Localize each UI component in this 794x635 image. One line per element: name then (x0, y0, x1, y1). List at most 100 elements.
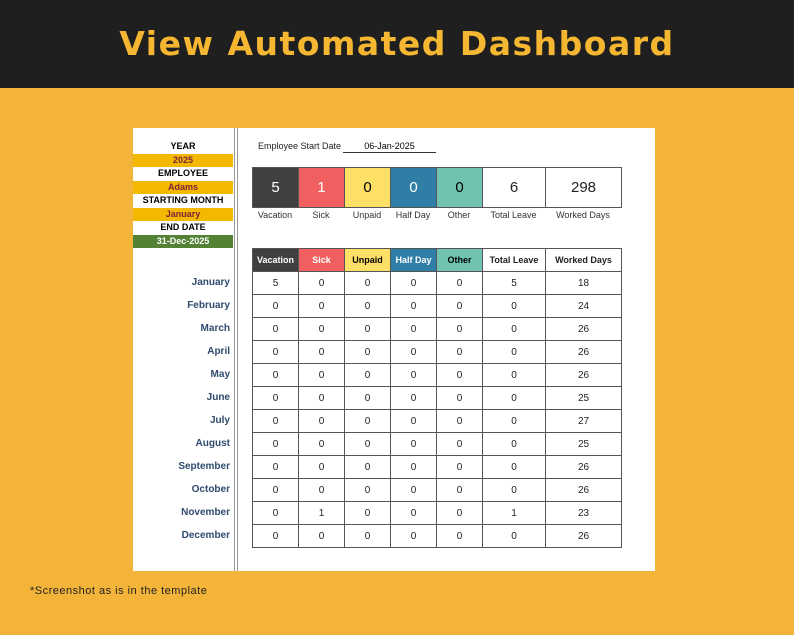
table-cell: 0 (390, 432, 437, 456)
table-cell: 26 (545, 524, 622, 548)
month-label: September (178, 461, 230, 472)
table-cell: 0 (482, 409, 546, 433)
table-cell: 0 (298, 455, 345, 479)
summary-value: 1 (298, 167, 345, 208)
table-cell: 0 (252, 363, 299, 387)
start-date-value: 06-Jan-2025 (343, 141, 436, 153)
table-cell: 0 (390, 455, 437, 479)
summary-label: Half Day (395, 210, 431, 220)
table-cell: 26 (545, 317, 622, 341)
table-cell: 0 (390, 501, 437, 525)
page-title: View Automated Dashboard (119, 24, 675, 63)
column-header: Total Leave (482, 248, 546, 272)
month-label: August (195, 438, 230, 449)
table-cell: 0 (344, 478, 391, 502)
month-label: November (181, 507, 230, 518)
table-cell: 0 (436, 501, 483, 525)
column-header: Sick (298, 248, 345, 272)
table-cell: 0 (436, 455, 483, 479)
sidebar-value: 2025 (133, 153, 233, 167)
table-cell: 0 (436, 386, 483, 410)
table-cell: 0 (298, 478, 345, 502)
table-cell: 25 (545, 432, 622, 456)
table-cell: 0 (482, 478, 546, 502)
table-cell: 0 (482, 524, 546, 548)
table-cell: 26 (545, 478, 622, 502)
month-label: April (207, 346, 230, 357)
table-cell: 0 (390, 478, 437, 502)
sidebar-label: EMPLOYEE (133, 167, 233, 181)
table-cell: 24 (545, 294, 622, 318)
header-bar (0, 0, 794, 88)
table-cell: 0 (390, 524, 437, 548)
table-cell: 0 (436, 340, 483, 364)
month-label: December (181, 530, 230, 541)
month-label: February (187, 300, 230, 311)
table-cell: 0 (252, 478, 299, 502)
table-cell: 0 (252, 317, 299, 341)
table-cell: 0 (298, 317, 345, 341)
table-cell: 0 (252, 524, 299, 548)
sidebar-label: YEAR (133, 140, 233, 154)
month-label: January (191, 277, 230, 288)
table-cell: 0 (344, 432, 391, 456)
table-cell: 0 (344, 501, 391, 525)
table-cell: 26 (545, 363, 622, 387)
summary-label: Sick (312, 210, 330, 220)
summary-value: 5 (252, 167, 299, 208)
divider (234, 128, 238, 571)
table-cell: 1 (298, 501, 345, 525)
table-cell: 0 (298, 340, 345, 364)
table-cell: 0 (344, 363, 391, 387)
table-cell: 26 (545, 340, 622, 364)
table-cell: 0 (436, 409, 483, 433)
table-cell: 0 (436, 294, 483, 318)
table-cell: 0 (344, 524, 391, 548)
column-header: Worked Days (545, 248, 622, 272)
summary-value: 6 (482, 167, 546, 208)
table-cell: 0 (390, 271, 437, 295)
footnote: *Screenshot as is in the template (30, 585, 208, 597)
table-cell: 26 (545, 455, 622, 479)
month-label: June (206, 392, 230, 403)
table-cell: 0 (436, 271, 483, 295)
table-cell: 0 (252, 340, 299, 364)
table-cell: 0 (482, 386, 546, 410)
table-cell: 0 (390, 294, 437, 318)
table-cell: 0 (482, 432, 546, 456)
table-cell: 0 (298, 432, 345, 456)
sidebar-label: STARTING MONTH (133, 194, 233, 208)
table-cell: 0 (252, 455, 299, 479)
summary-label: Total Leave (490, 210, 537, 220)
table-cell: 0 (344, 294, 391, 318)
table-cell: 0 (298, 294, 345, 318)
table-cell: 27 (545, 409, 622, 433)
month-label: October (191, 484, 230, 495)
table-cell: 0 (482, 340, 546, 364)
column-header: Half Day (390, 248, 437, 272)
table-cell: 0 (252, 294, 299, 318)
column-header: Unpaid (344, 248, 391, 272)
sidebar-value: January (133, 207, 233, 221)
table-cell: 0 (344, 271, 391, 295)
table-cell: 0 (482, 363, 546, 387)
table-cell: 0 (436, 363, 483, 387)
sidebar-value: Adams (133, 180, 233, 194)
table-cell: 1 (482, 501, 546, 525)
table-cell: 0 (252, 386, 299, 410)
table-cell: 0 (344, 455, 391, 479)
table-cell: 0 (436, 432, 483, 456)
table-cell: 0 (298, 386, 345, 410)
summary-label: Vacation (257, 210, 293, 220)
summary-value: 298 (545, 167, 622, 208)
table-cell: 0 (344, 409, 391, 433)
table-cell: 0 (298, 363, 345, 387)
table-cell: 5 (482, 271, 546, 295)
summary-label: Worked Days (556, 210, 610, 220)
table-cell: 0 (390, 363, 437, 387)
sidebar-value: 31-Dec-2025 (133, 234, 233, 248)
table-cell: 0 (482, 294, 546, 318)
table-cell: 0 (252, 501, 299, 525)
table-cell: 0 (344, 317, 391, 341)
